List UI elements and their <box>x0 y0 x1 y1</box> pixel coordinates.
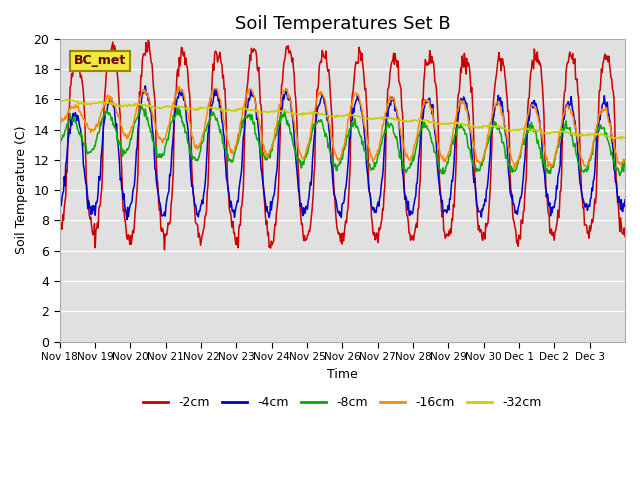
X-axis label: Time: Time <box>327 368 358 381</box>
Title: Soil Temperatures Set B: Soil Temperatures Set B <box>235 15 450 33</box>
Y-axis label: Soil Temperature (C): Soil Temperature (C) <box>15 126 28 254</box>
Text: BC_met: BC_met <box>74 54 126 68</box>
Legend: -2cm, -4cm, -8cm, -16cm, -32cm: -2cm, -4cm, -8cm, -16cm, -32cm <box>138 391 547 414</box>
